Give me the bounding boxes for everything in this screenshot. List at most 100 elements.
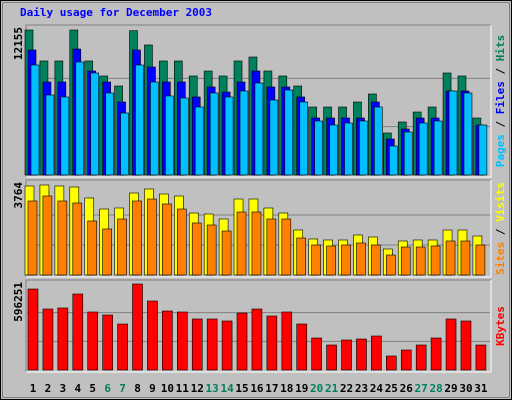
bar (400, 349, 412, 371)
x-tick-label: 28 (429, 382, 442, 395)
bar (356, 242, 366, 276)
legend-entry: Sites (494, 242, 507, 275)
bar (356, 338, 367, 371)
bar (117, 323, 128, 371)
bar (72, 202, 83, 276)
x-tick-label: 18 (280, 382, 293, 395)
bar (266, 315, 278, 371)
legend-entry: Visits (494, 182, 507, 222)
bar (281, 311, 293, 371)
bar (415, 344, 427, 371)
bar (206, 224, 217, 276)
bar (221, 320, 233, 371)
x-tick-label: 13 (206, 382, 219, 395)
x-tick-label: 3 (60, 382, 67, 395)
bar (251, 308, 263, 371)
bar (281, 218, 292, 276)
bar (57, 200, 68, 276)
x-tick-label: 7 (119, 382, 126, 395)
bar (102, 228, 112, 276)
bar (87, 311, 99, 371)
bar (105, 92, 114, 176)
bar (430, 245, 441, 276)
bar (90, 72, 100, 176)
bar (311, 244, 321, 276)
bar (371, 335, 382, 371)
legend-separator: / (494, 222, 507, 242)
bar (460, 240, 471, 276)
bar (475, 344, 487, 371)
bar (445, 240, 456, 276)
bar (75, 61, 85, 176)
bar (359, 120, 368, 176)
bar (299, 101, 309, 176)
bar (329, 124, 338, 176)
legend-separator: / (494, 114, 507, 134)
bar (57, 307, 69, 371)
x-tick-label: 23 (355, 382, 368, 395)
bar (418, 122, 428, 176)
x-tick-label: 29 (444, 382, 457, 395)
bar (478, 124, 488, 176)
x-tick-label: 15 (235, 382, 248, 395)
bar (371, 244, 381, 276)
bar (224, 96, 234, 176)
bar (239, 90, 249, 176)
bar (191, 222, 202, 276)
x-tick-label: 25 (385, 382, 398, 395)
x-tick-label: 20 (310, 382, 323, 395)
bar (448, 90, 458, 176)
bar (45, 94, 55, 176)
bar (433, 120, 443, 176)
x-tick-label: 1 (30, 382, 37, 395)
bar (132, 283, 143, 371)
bar (135, 64, 144, 176)
bar (254, 82, 264, 176)
bar (132, 200, 142, 276)
bar (326, 344, 337, 371)
bar (30, 64, 40, 176)
bar (165, 95, 174, 176)
x-tick-label: 27 (415, 382, 428, 395)
x-tick-label: 31 (474, 382, 488, 395)
bar (311, 337, 322, 371)
legend: Pages / Files / Hits (494, 35, 507, 168)
x-tick-label: 14 (220, 382, 234, 395)
x-tick-label: 22 (340, 382, 353, 395)
bar (236, 211, 247, 276)
bar (403, 131, 413, 176)
bar (266, 218, 277, 276)
bar (42, 195, 53, 276)
bar (400, 246, 411, 276)
bar (177, 311, 188, 371)
bar (236, 312, 248, 371)
bar (162, 310, 173, 371)
x-tick-label: 11 (176, 382, 190, 395)
panel-bevel (26, 180, 492, 278)
x-tick-label: 21 (325, 382, 339, 395)
bar (120, 112, 129, 176)
bar (42, 308, 54, 371)
x-tick-label: 17 (265, 382, 278, 395)
bar (296, 237, 307, 276)
bar (344, 122, 353, 176)
bar (27, 288, 39, 371)
legend: KBytes (494, 306, 507, 346)
bar (206, 318, 218, 371)
bar (341, 244, 351, 276)
bar (87, 220, 98, 276)
legend-entry: Files (494, 81, 507, 114)
bar (389, 145, 398, 176)
bar (177, 208, 187, 276)
bar (415, 246, 426, 276)
panel-bevel (25, 279, 491, 372)
bar (102, 314, 113, 371)
x-tick-label: 4 (74, 382, 81, 395)
legend-entry: KBytes (494, 306, 507, 346)
x-tick-label: 5 (89, 382, 96, 395)
chart-title: Daily usage for December 2003 (20, 6, 212, 19)
bar (221, 230, 232, 276)
panel-bevel (26, 25, 492, 178)
bar (314, 120, 323, 176)
